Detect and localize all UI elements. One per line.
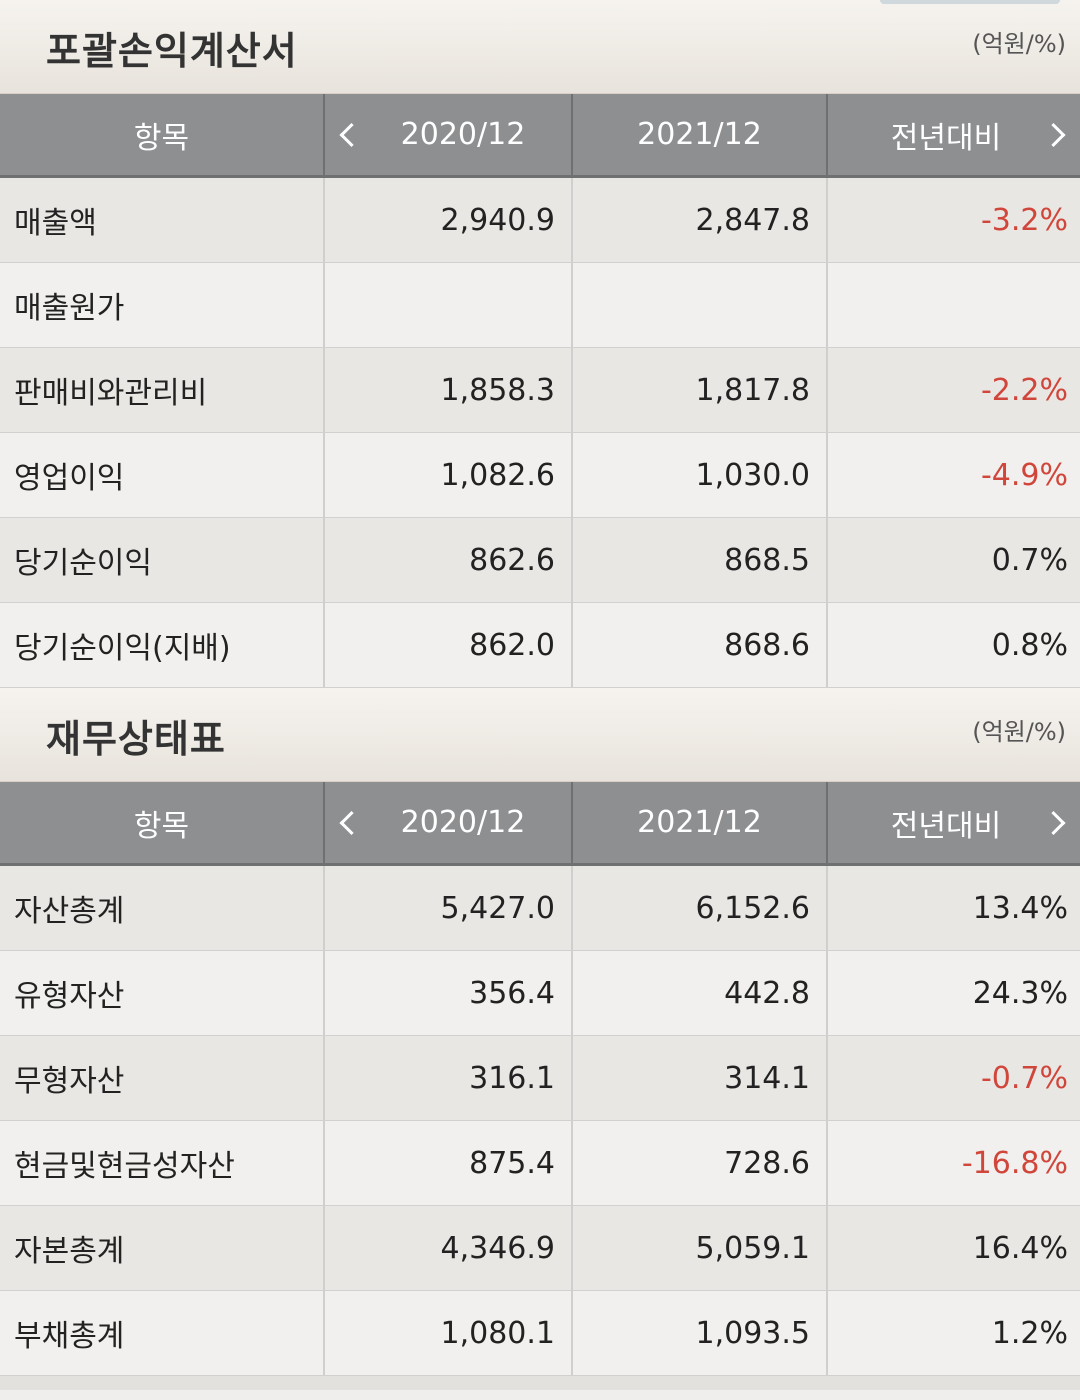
table-row: 자산총계 5,427.0 6,152.6 13.4% <box>0 866 1080 951</box>
row-yoy: 13.4% <box>828 866 1080 950</box>
header-item: 항목 <box>0 94 325 175</box>
row-value-2020: 862.6 <box>325 518 573 602</box>
header-year-1: 2020/12 <box>325 782 573 863</box>
row-value-2020 <box>325 263 573 347</box>
header-yoy: 전년대비 <box>828 94 1080 175</box>
row-label: 자본총계 <box>0 1206 325 1290</box>
row-yoy: -2.2% <box>828 348 1080 432</box>
row-value-2021: 442.8 <box>573 951 828 1035</box>
row-yoy: 24.3% <box>828 951 1080 1035</box>
header-yoy-label: 전년대비 <box>890 120 1002 156</box>
bottom-divider <box>0 1376 1080 1390</box>
table-row: 판매비와관리비 1,858.3 1,817.8 -2.2% <box>0 348 1080 433</box>
row-label: 현금및현금성자산 <box>0 1121 325 1205</box>
top-accent-bar <box>880 0 1060 4</box>
balance-sheet-table: 항목 2020/12 2021/12 전년대비 자산총계 5,427.0 6,1… <box>0 782 1080 1376</box>
table-row: 영업이익 1,082.6 1,030.0 -4.9% <box>0 433 1080 518</box>
header-year-1: 2020/12 <box>325 94 573 175</box>
header-item: 항목 <box>0 782 325 863</box>
row-value-2020: 1,082.6 <box>325 433 573 517</box>
row-label: 당기순이익 <box>0 518 325 602</box>
chevron-left-icon[interactable] <box>339 810 364 835</box>
row-label: 매출원가 <box>0 263 325 347</box>
income-statement-header: 포괄손익계산서 (억원/%) <box>0 0 1080 94</box>
row-value-2020: 862.0 <box>325 603 573 687</box>
table-row: 자본총계 4,346.9 5,059.1 16.4% <box>0 1206 1080 1291</box>
header-year-1-label: 2020/12 <box>400 805 526 840</box>
row-label: 영업이익 <box>0 433 325 517</box>
balance-sheet-header: 재무상태표 (억원/%) <box>0 688 1080 782</box>
row-yoy: 0.8% <box>828 603 1080 687</box>
section-title: 재무상태표 <box>46 717 226 761</box>
header-year-1-label: 2020/12 <box>400 117 526 152</box>
chevron-right-icon[interactable] <box>1041 810 1066 835</box>
table-header-row: 항목 2020/12 2021/12 전년대비 <box>0 94 1080 178</box>
row-value-2021: 6,152.6 <box>573 866 828 950</box>
row-label: 부채총계 <box>0 1291 325 1375</box>
row-yoy: -0.7% <box>828 1036 1080 1120</box>
row-value-2020: 4,346.9 <box>325 1206 573 1290</box>
chevron-left-icon[interactable] <box>339 122 364 147</box>
row-value-2021: 868.5 <box>573 518 828 602</box>
header-yoy-label: 전년대비 <box>890 808 1002 844</box>
row-value-2021: 314.1 <box>573 1036 828 1120</box>
header-year-2: 2021/12 <box>573 782 828 863</box>
row-value-2021: 1,093.5 <box>573 1291 828 1375</box>
table-row: 당기순이익(지배) 862.0 868.6 0.8% <box>0 603 1080 688</box>
row-value-2020: 1,080.1 <box>325 1291 573 1375</box>
row-value-2021: 868.6 <box>573 603 828 687</box>
row-yoy: 1.2% <box>828 1291 1080 1375</box>
unit-label: (억원/%) <box>972 30 1066 58</box>
row-value-2020: 5,427.0 <box>325 866 573 950</box>
row-label: 유형자산 <box>0 951 325 1035</box>
table-row: 유형자산 356.4 442.8 24.3% <box>0 951 1080 1036</box>
row-value-2020: 1,858.3 <box>325 348 573 432</box>
unit-label: (억원/%) <box>972 718 1066 746</box>
chevron-right-icon[interactable] <box>1041 122 1066 147</box>
row-yoy: 16.4% <box>828 1206 1080 1290</box>
row-yoy: 0.7% <box>828 518 1080 602</box>
row-value-2021: 5,059.1 <box>573 1206 828 1290</box>
row-yoy: -16.8% <box>828 1121 1080 1205</box>
row-yoy: -4.9% <box>828 433 1080 517</box>
row-label: 당기순이익(지배) <box>0 603 325 687</box>
row-value-2021: 728.6 <box>573 1121 828 1205</box>
row-value-2020: 875.4 <box>325 1121 573 1205</box>
row-value-2020: 316.1 <box>325 1036 573 1120</box>
header-yoy: 전년대비 <box>828 782 1080 863</box>
row-value-2021: 1,030.0 <box>573 433 828 517</box>
header-year-2: 2021/12 <box>573 94 828 175</box>
row-value-2021: 1,817.8 <box>573 348 828 432</box>
row-value-2020: 356.4 <box>325 951 573 1035</box>
table-header-row: 항목 2020/12 2021/12 전년대비 <box>0 782 1080 866</box>
section-title: 포괄손익계산서 <box>46 29 298 73</box>
row-yoy <box>828 263 1080 347</box>
table-row: 현금및현금성자산 875.4 728.6 -16.8% <box>0 1121 1080 1206</box>
row-value-2021 <box>573 263 828 347</box>
row-label: 무형자산 <box>0 1036 325 1120</box>
row-label: 자산총계 <box>0 866 325 950</box>
table-row: 부채총계 1,080.1 1,093.5 1.2% <box>0 1291 1080 1376</box>
table-row: 매출액 2,940.9 2,847.8 -3.2% <box>0 178 1080 263</box>
row-label: 매출액 <box>0 178 325 262</box>
row-value-2020: 2,940.9 <box>325 178 573 262</box>
income-statement-table: 항목 2020/12 2021/12 전년대비 매출액 2,940.9 2,84… <box>0 94 1080 688</box>
row-value-2021: 2,847.8 <box>573 178 828 262</box>
row-label: 판매비와관리비 <box>0 348 325 432</box>
row-yoy: -3.2% <box>828 178 1080 262</box>
table-row: 당기순이익 862.6 868.5 0.7% <box>0 518 1080 603</box>
table-row: 매출원가 <box>0 263 1080 348</box>
table-row: 무형자산 316.1 314.1 -0.7% <box>0 1036 1080 1121</box>
